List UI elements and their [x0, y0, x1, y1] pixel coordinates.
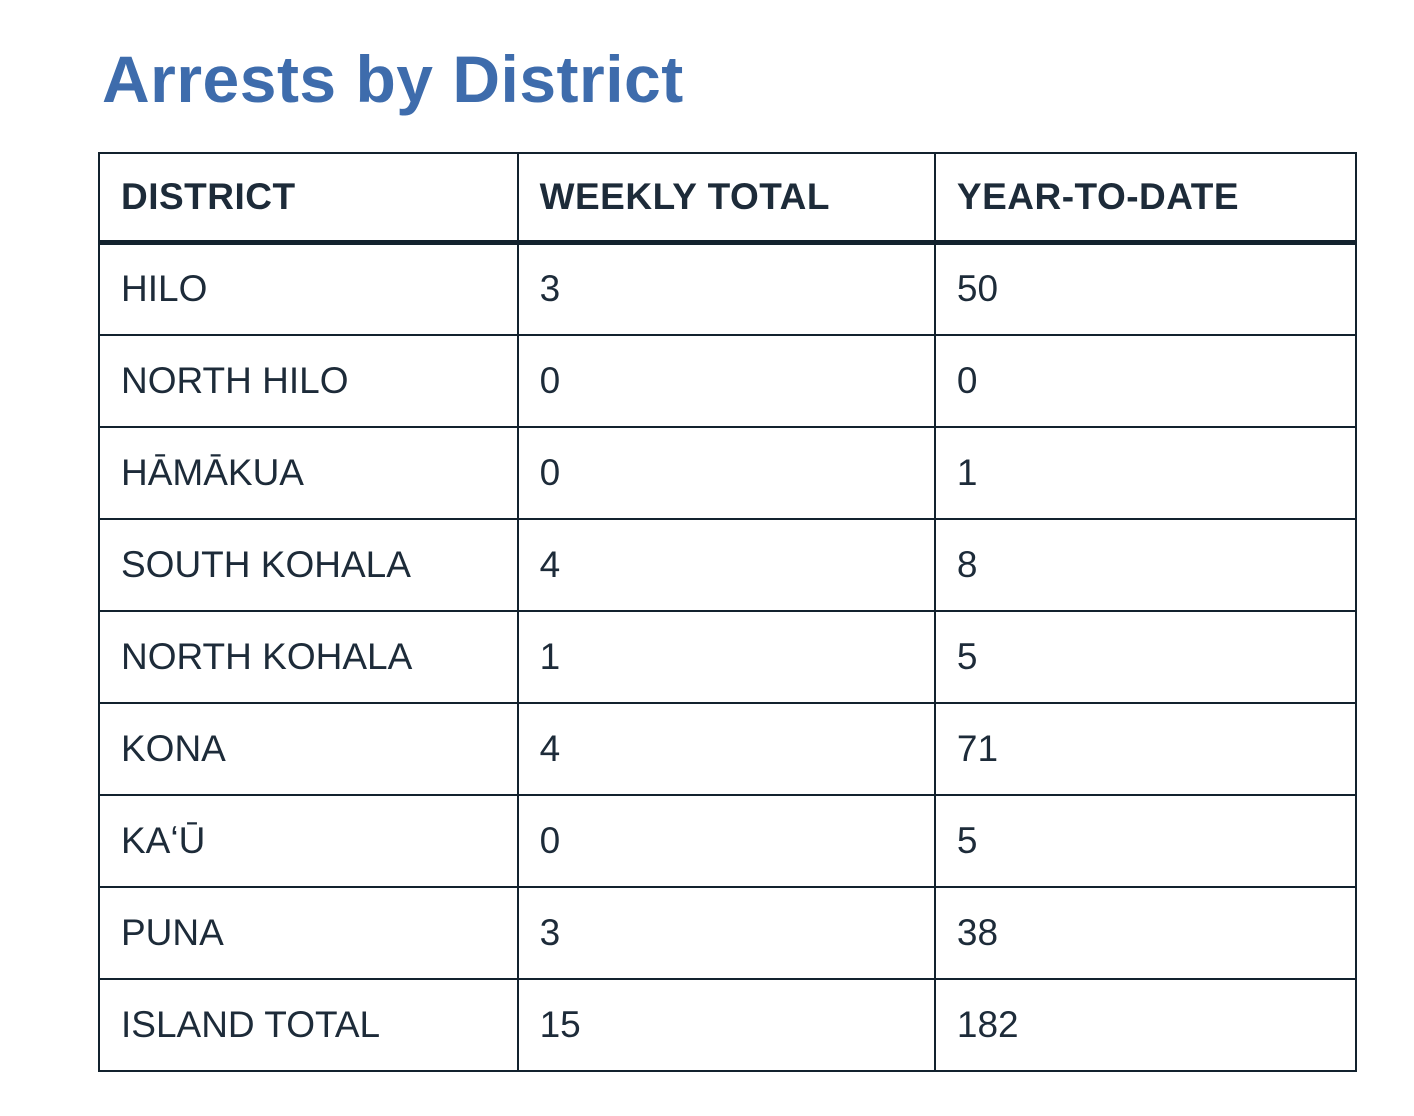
- district-cell: ISLAND TOTAL: [98, 977, 519, 1072]
- arrests-by-district-table: DISTRICT WEEKLY TOTAL YEAR-TO-DATE HILO 3…: [98, 151, 1358, 1072]
- district-cell: KAʻŪ: [98, 793, 519, 888]
- year-to-date-cell: 5: [933, 609, 1358, 704]
- weekly-total-cell: 3: [516, 241, 936, 336]
- table-row: NORTH KOHALA 1 5: [98, 609, 1358, 704]
- year-to-date-cell: 0: [933, 333, 1358, 428]
- table-body: HILO 3 50 NORTH HILO 0 0 HĀMĀKUA 0 1 SOUTH KOHALA…: [98, 241, 1358, 1072]
- district-cell: HĀMĀKUA: [98, 425, 519, 520]
- year-to-date-cell: 71: [933, 701, 1358, 796]
- year-to-date-cell: 1: [933, 425, 1358, 520]
- weekly-total-cell: 0: [516, 793, 936, 888]
- table-row: PUNA 3 38: [98, 885, 1358, 980]
- weekly-total-cell: 15: [516, 977, 936, 1072]
- year-to-date-cell: 50: [933, 241, 1358, 336]
- column-header-weekly-total: WEEKLY TOTAL: [516, 151, 936, 246]
- district-cell: NORTH KOHALA: [98, 609, 519, 704]
- district-cell: KONA: [98, 701, 519, 796]
- weekly-total-cell: 0: [516, 333, 936, 428]
- column-header-district: DISTRICT: [98, 151, 519, 246]
- table-row: HĀMĀKUA 0 1: [98, 425, 1358, 520]
- weekly-total-cell: 3: [516, 885, 936, 980]
- district-cell: NORTH HILO: [98, 333, 519, 428]
- table-row: KAʻŪ 0 5: [98, 793, 1358, 888]
- weekly-total-cell: 4: [516, 517, 936, 612]
- year-to-date-cell: 182: [933, 977, 1358, 1072]
- year-to-date-cell: 8: [933, 517, 1358, 612]
- weekly-total-cell: 4: [516, 701, 936, 796]
- column-header-year-to-date: YEAR-TO-DATE: [933, 151, 1358, 246]
- table-row: NORTH HILO 0 0: [98, 333, 1358, 428]
- table-row: ISLAND TOTAL 15 182: [98, 977, 1358, 1072]
- table-header-row: DISTRICT WEEKLY TOTAL YEAR-TO-DATE: [98, 151, 1358, 246]
- weekly-total-cell: 1: [516, 609, 936, 704]
- page-title: Arrests by District: [102, 42, 684, 116]
- weekly-total-cell: 0: [516, 425, 936, 520]
- year-to-date-cell: 5: [933, 793, 1358, 888]
- district-cell: PUNA: [98, 885, 519, 980]
- table-row: SOUTH KOHALA 4 8: [98, 517, 1358, 612]
- district-cell: SOUTH KOHALA: [98, 517, 519, 612]
- district-cell: HILO: [98, 241, 519, 336]
- year-to-date-cell: 38: [933, 885, 1358, 980]
- page: Arrests by District DISTRICT WEEKLY TOTA…: [98, 42, 1358, 1072]
- table-row: KONA 4 71: [98, 701, 1358, 796]
- table-row: HILO 3 50: [98, 241, 1358, 336]
